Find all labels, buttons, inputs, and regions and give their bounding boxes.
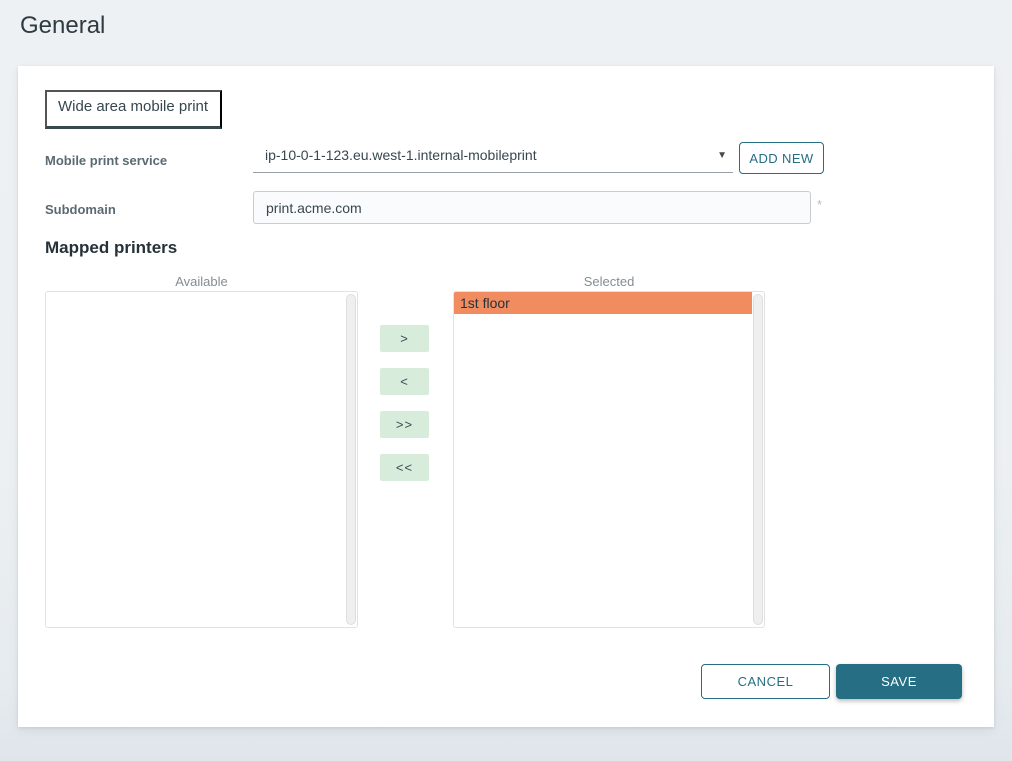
- available-listbox[interactable]: [45, 291, 358, 628]
- mobile-print-service-select[interactable]: ip-10-0-1-123.eu.west-1.internal-mobilep…: [253, 142, 733, 173]
- move-all-left-button[interactable]: <<: [380, 454, 429, 481]
- mapped-printers-heading: Mapped printers: [45, 238, 178, 257]
- selected-listbox[interactable]: 1st floor: [453, 291, 765, 628]
- selected-list-label: Selected: [583, 274, 635, 289]
- tab-wide-area-mobile-print[interactable]: Wide area mobile print: [45, 90, 223, 129]
- add-new-button[interactable]: ADD NEW: [739, 142, 824, 174]
- save-button[interactable]: SAVE: [836, 664, 962, 699]
- mobile-print-service-label: Mobile print service: [45, 153, 168, 168]
- required-asterisk: *: [817, 197, 823, 212]
- settings-card: Wide area mobile print Mobile print serv…: [18, 66, 994, 727]
- selected-scrollbar[interactable]: [753, 294, 763, 625]
- available-scrollbar[interactable]: [346, 294, 356, 625]
- subdomain-label: Subdomain: [45, 202, 116, 217]
- move-right-button[interactable]: >: [380, 325, 429, 352]
- transfer-buttons: > < >> <<: [380, 325, 429, 497]
- move-all-right-button[interactable]: >>: [380, 411, 429, 438]
- mobile-print-service-value: ip-10-0-1-123.eu.west-1.internal-mobilep…: [265, 147, 537, 163]
- subdomain-input[interactable]: [253, 191, 811, 224]
- list-item[interactable]: 1st floor: [454, 292, 752, 314]
- page-title: General: [20, 12, 106, 39]
- cancel-button[interactable]: CANCEL: [701, 664, 830, 699]
- available-list-label: Available: [175, 274, 228, 289]
- selected-listbox-items: 1st floor: [454, 292, 752, 314]
- dropdown-arrow-icon: ▼: [717, 149, 727, 161]
- move-left-button[interactable]: <: [380, 368, 429, 395]
